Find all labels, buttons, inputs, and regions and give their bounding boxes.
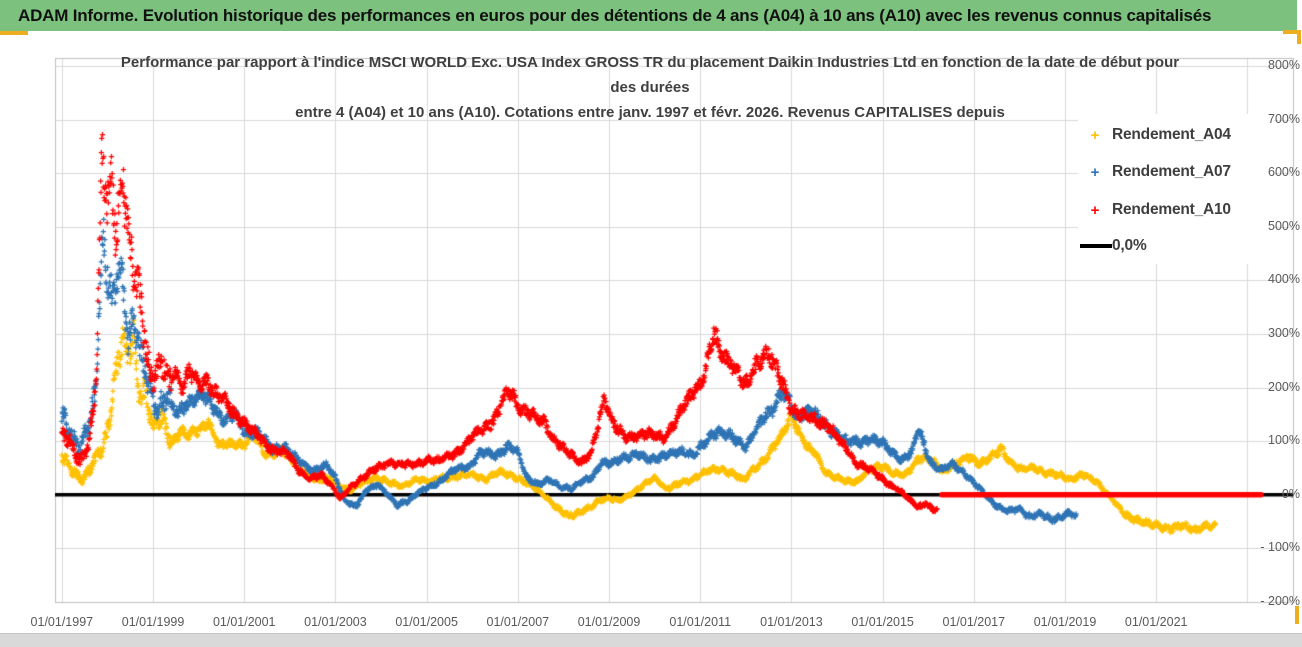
y-tick-label: 600% bbox=[1268, 165, 1300, 180]
y-tick-label: 100% bbox=[1268, 433, 1300, 448]
bottom-scrollbar[interactable] bbox=[0, 633, 1302, 647]
gold-accent-left bbox=[0, 31, 28, 35]
legend-label: Rendement_A10 bbox=[1112, 201, 1231, 218]
x-tick-label: 01/01/2013 bbox=[760, 615, 823, 629]
x-tick-label: 01/01/2007 bbox=[486, 615, 550, 629]
x-tick-label: 01/01/2003 bbox=[304, 615, 367, 629]
x-tick-label: 01/01/1997 bbox=[30, 615, 94, 629]
legend-item-zero-line[interactable]: 0,0% bbox=[1078, 233, 1274, 259]
x-tick-label: 01/01/2017 bbox=[942, 615, 1006, 629]
legend-label: 0,0% bbox=[1112, 237, 1147, 254]
x-tick-label: 01/01/2021 bbox=[1124, 615, 1188, 629]
x-tick-label: 01/01/2009 bbox=[577, 615, 641, 629]
x-tick-label: 01/01/2001 bbox=[212, 615, 276, 629]
y-tick-label: 700% bbox=[1268, 111, 1300, 126]
plus-marker-icon: + bbox=[1090, 126, 1100, 144]
y-tick-label: 200% bbox=[1268, 379, 1300, 394]
legend-item-rendement-a07[interactable]: + Rendement_A07 bbox=[1078, 159, 1274, 185]
gold-accent-corner bbox=[1283, 30, 1301, 44]
report-title: ADAM Informe. Evolution historique des p… bbox=[18, 5, 1212, 25]
legend-item-rendement-a10[interactable]: + Rendement_A10 bbox=[1078, 197, 1274, 223]
x-tick-label: 01/01/2019 bbox=[1033, 615, 1097, 629]
report-title-bar: ADAM Informe. Evolution historique des p… bbox=[0, 0, 1297, 31]
y-tick-label: 500% bbox=[1268, 218, 1300, 233]
y-tick-label: 400% bbox=[1268, 272, 1300, 287]
legend-label: Rendement_A07 bbox=[1112, 163, 1231, 180]
x-tick-label: 01/01/2015 bbox=[851, 615, 914, 629]
legend-label: Rendement_A04 bbox=[1112, 126, 1231, 143]
legend-item-rendement-a04[interactable]: + Rendement_A04 bbox=[1078, 122, 1274, 148]
y-tick-label: 800% bbox=[1268, 58, 1300, 72]
x-tick-label: 01/01/2011 bbox=[669, 615, 732, 629]
gold-accent-bottom-right bbox=[1295, 606, 1299, 624]
x-tick-label: 01/01/2005 bbox=[395, 615, 458, 629]
y-tick-label: - 200% bbox=[1260, 594, 1300, 608]
zero-line-marker-icon bbox=[1080, 244, 1112, 248]
y-tick-label: 0% bbox=[1281, 486, 1300, 501]
plus-marker-icon: + bbox=[1090, 201, 1100, 219]
plus-marker-icon: + bbox=[1090, 163, 1100, 181]
y-tick-label: 300% bbox=[1268, 326, 1300, 340]
y-tick-label: - 100% bbox=[1260, 540, 1300, 555]
x-tick-label: 01/01/1999 bbox=[121, 615, 185, 629]
chart-legend: + Rendement_A04 + Rendement_A07 + Rendem… bbox=[1078, 114, 1274, 264]
